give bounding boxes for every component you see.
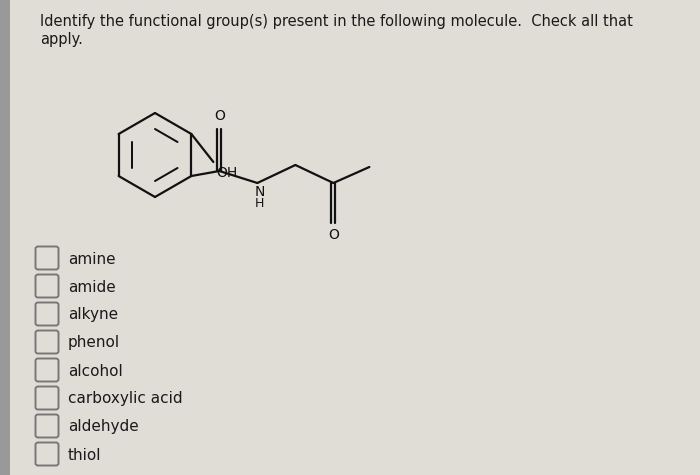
Text: O: O: [214, 109, 225, 123]
Text: apply.: apply.: [40, 32, 83, 47]
Text: alkyne: alkyne: [68, 307, 118, 323]
Text: OH: OH: [216, 166, 237, 180]
Text: O: O: [328, 228, 339, 242]
Text: thiol: thiol: [68, 447, 102, 463]
Text: N: N: [254, 185, 265, 199]
Text: phenol: phenol: [68, 335, 120, 351]
Text: Identify the functional group(s) present in the following molecule.  Check all t: Identify the functional group(s) present…: [40, 14, 633, 29]
Text: carboxylic acid: carboxylic acid: [68, 391, 183, 407]
Text: alcohol: alcohol: [68, 363, 122, 379]
Text: H: H: [255, 197, 264, 210]
Text: aldehyde: aldehyde: [68, 419, 139, 435]
Text: amine: amine: [68, 251, 116, 266]
Bar: [0, 0, 10, 475]
Text: amide: amide: [68, 279, 116, 294]
